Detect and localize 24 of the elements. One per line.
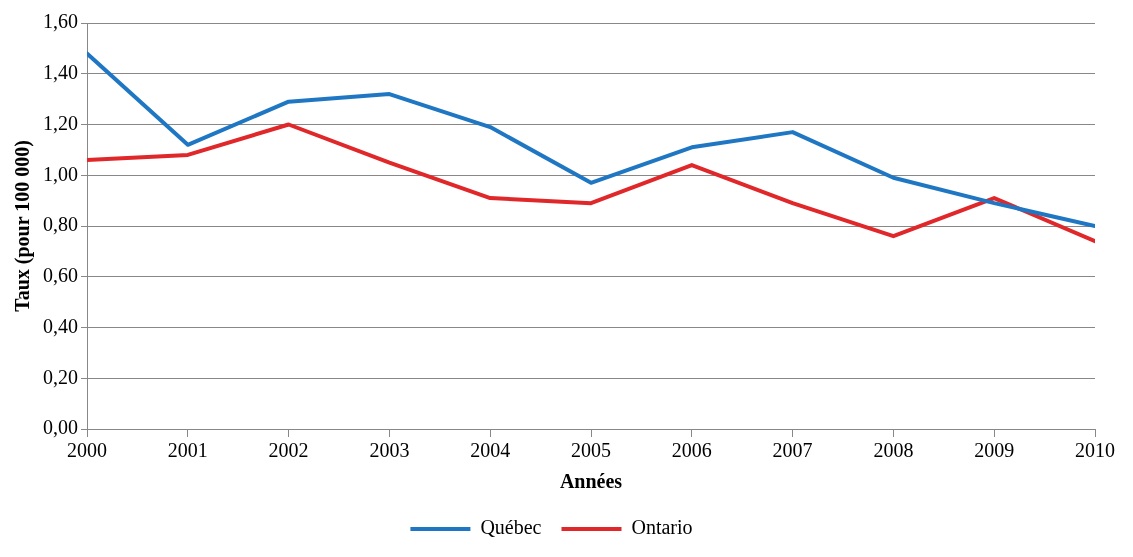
x-tick-label: 2005 (571, 439, 611, 462)
x-tick-label: 2008 (873, 439, 914, 462)
x-tick-label: 2003 (369, 439, 410, 462)
y-tick-label: 0,00 (43, 416, 78, 439)
y-tick-label: 0,80 (43, 213, 78, 236)
x-tick-label: 2004 (470, 439, 511, 462)
x-tick-label: 2007 (772, 439, 813, 462)
x-axis-title: Années (559, 470, 623, 493)
y-tick-label: 0,40 (43, 314, 78, 337)
y-tick-label: 1,40 (43, 61, 78, 83)
legend-label: Québec (480, 516, 542, 539)
y-tick-label: 0,20 (43, 365, 78, 388)
x-tick-label: 2010 (1075, 439, 1115, 462)
x-tick-label: 2001 (167, 439, 208, 462)
x-tick-label: 2000 (67, 439, 107, 462)
y-tick-label: 1,20 (43, 111, 78, 134)
x-tick-label: 2006 (671, 439, 712, 462)
x-tick-label: 2002 (268, 439, 309, 462)
legend-label: Ontario (631, 516, 693, 539)
y-tick-label: 0,60 (43, 264, 78, 286)
y-tick-label: 1,60 (43, 10, 78, 33)
y-tick-label: 1,00 (43, 162, 78, 185)
x-tick-label: 2009 (974, 439, 1015, 462)
y-axis-title: Taux (pour 100 000) (11, 140, 35, 312)
